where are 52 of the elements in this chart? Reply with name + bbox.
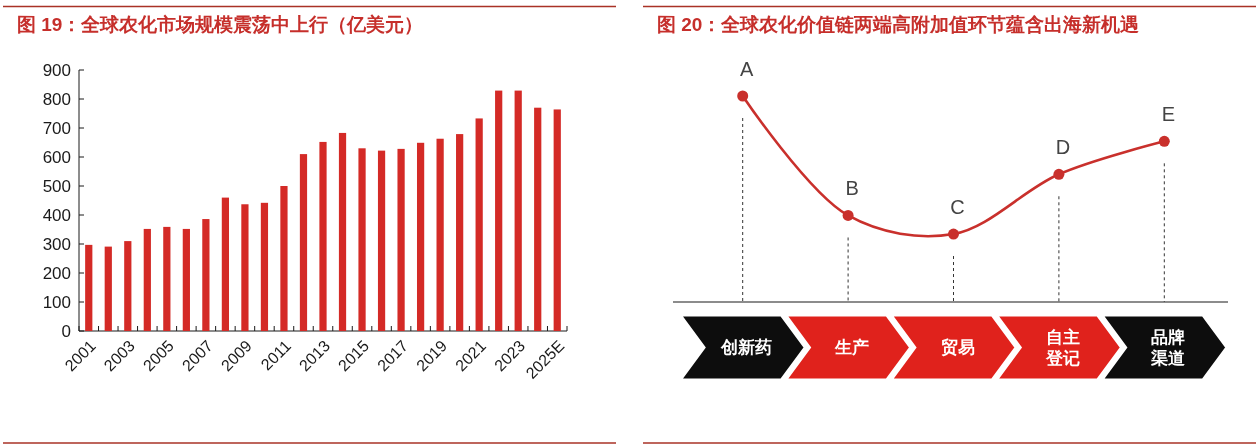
chart-title: 图 20：全球农化价值链两端高附加值环节蕴含出海新机遇 [657,14,1140,35]
x-tick-label: 自主登记 [1044,328,1080,368]
bar [534,107,542,331]
x-tick-label: 创新药 [720,338,773,358]
bar [319,141,327,331]
bar [358,148,366,331]
x-tick-label: 品牌渠道 [1150,328,1186,368]
y-tick-label: 900 [42,60,71,80]
y-tick-label: 0 [61,321,71,341]
bar [338,132,347,331]
bar [456,134,464,331]
bar [202,219,210,331]
bar [397,148,405,331]
annotation: E [1161,103,1175,126]
y-tick-label: 600 [42,147,71,167]
bar [495,90,503,331]
bar [377,150,386,331]
y-tick-label: 700 [42,118,71,138]
bar [182,228,190,331]
bar [280,186,288,331]
bar [514,90,522,331]
bar [221,197,230,331]
annotation: C [950,196,965,219]
bar [104,246,112,331]
bar [124,241,132,331]
y-tick-label: 400 [42,205,71,225]
bar [299,154,308,331]
y-tick-label: 200 [42,263,71,283]
point [1053,168,1065,180]
bar [85,244,93,331]
x-tick-label: 贸易 [940,338,975,358]
y-tick-label: 800 [42,89,71,109]
point [948,228,959,240]
bar [475,118,483,331]
point [1158,135,1170,147]
point [842,209,854,221]
y-tick-label: 300 [42,234,71,254]
bar [163,226,171,331]
chart-title: 图 19：全球农化市场规模震荡中上行（亿美元） [17,14,424,35]
annotation: B [845,177,859,200]
bar [553,109,561,331]
bar [143,228,151,331]
point [737,90,749,102]
annotation: A [740,58,755,80]
bar [241,204,249,331]
x-tick-label: 生产 [834,338,870,358]
annotation: D [1055,136,1071,159]
bar [416,142,425,331]
bar [260,202,269,331]
y-tick-label: 500 [42,176,71,196]
bar [436,138,444,331]
y-tick-label: 100 [42,292,71,312]
